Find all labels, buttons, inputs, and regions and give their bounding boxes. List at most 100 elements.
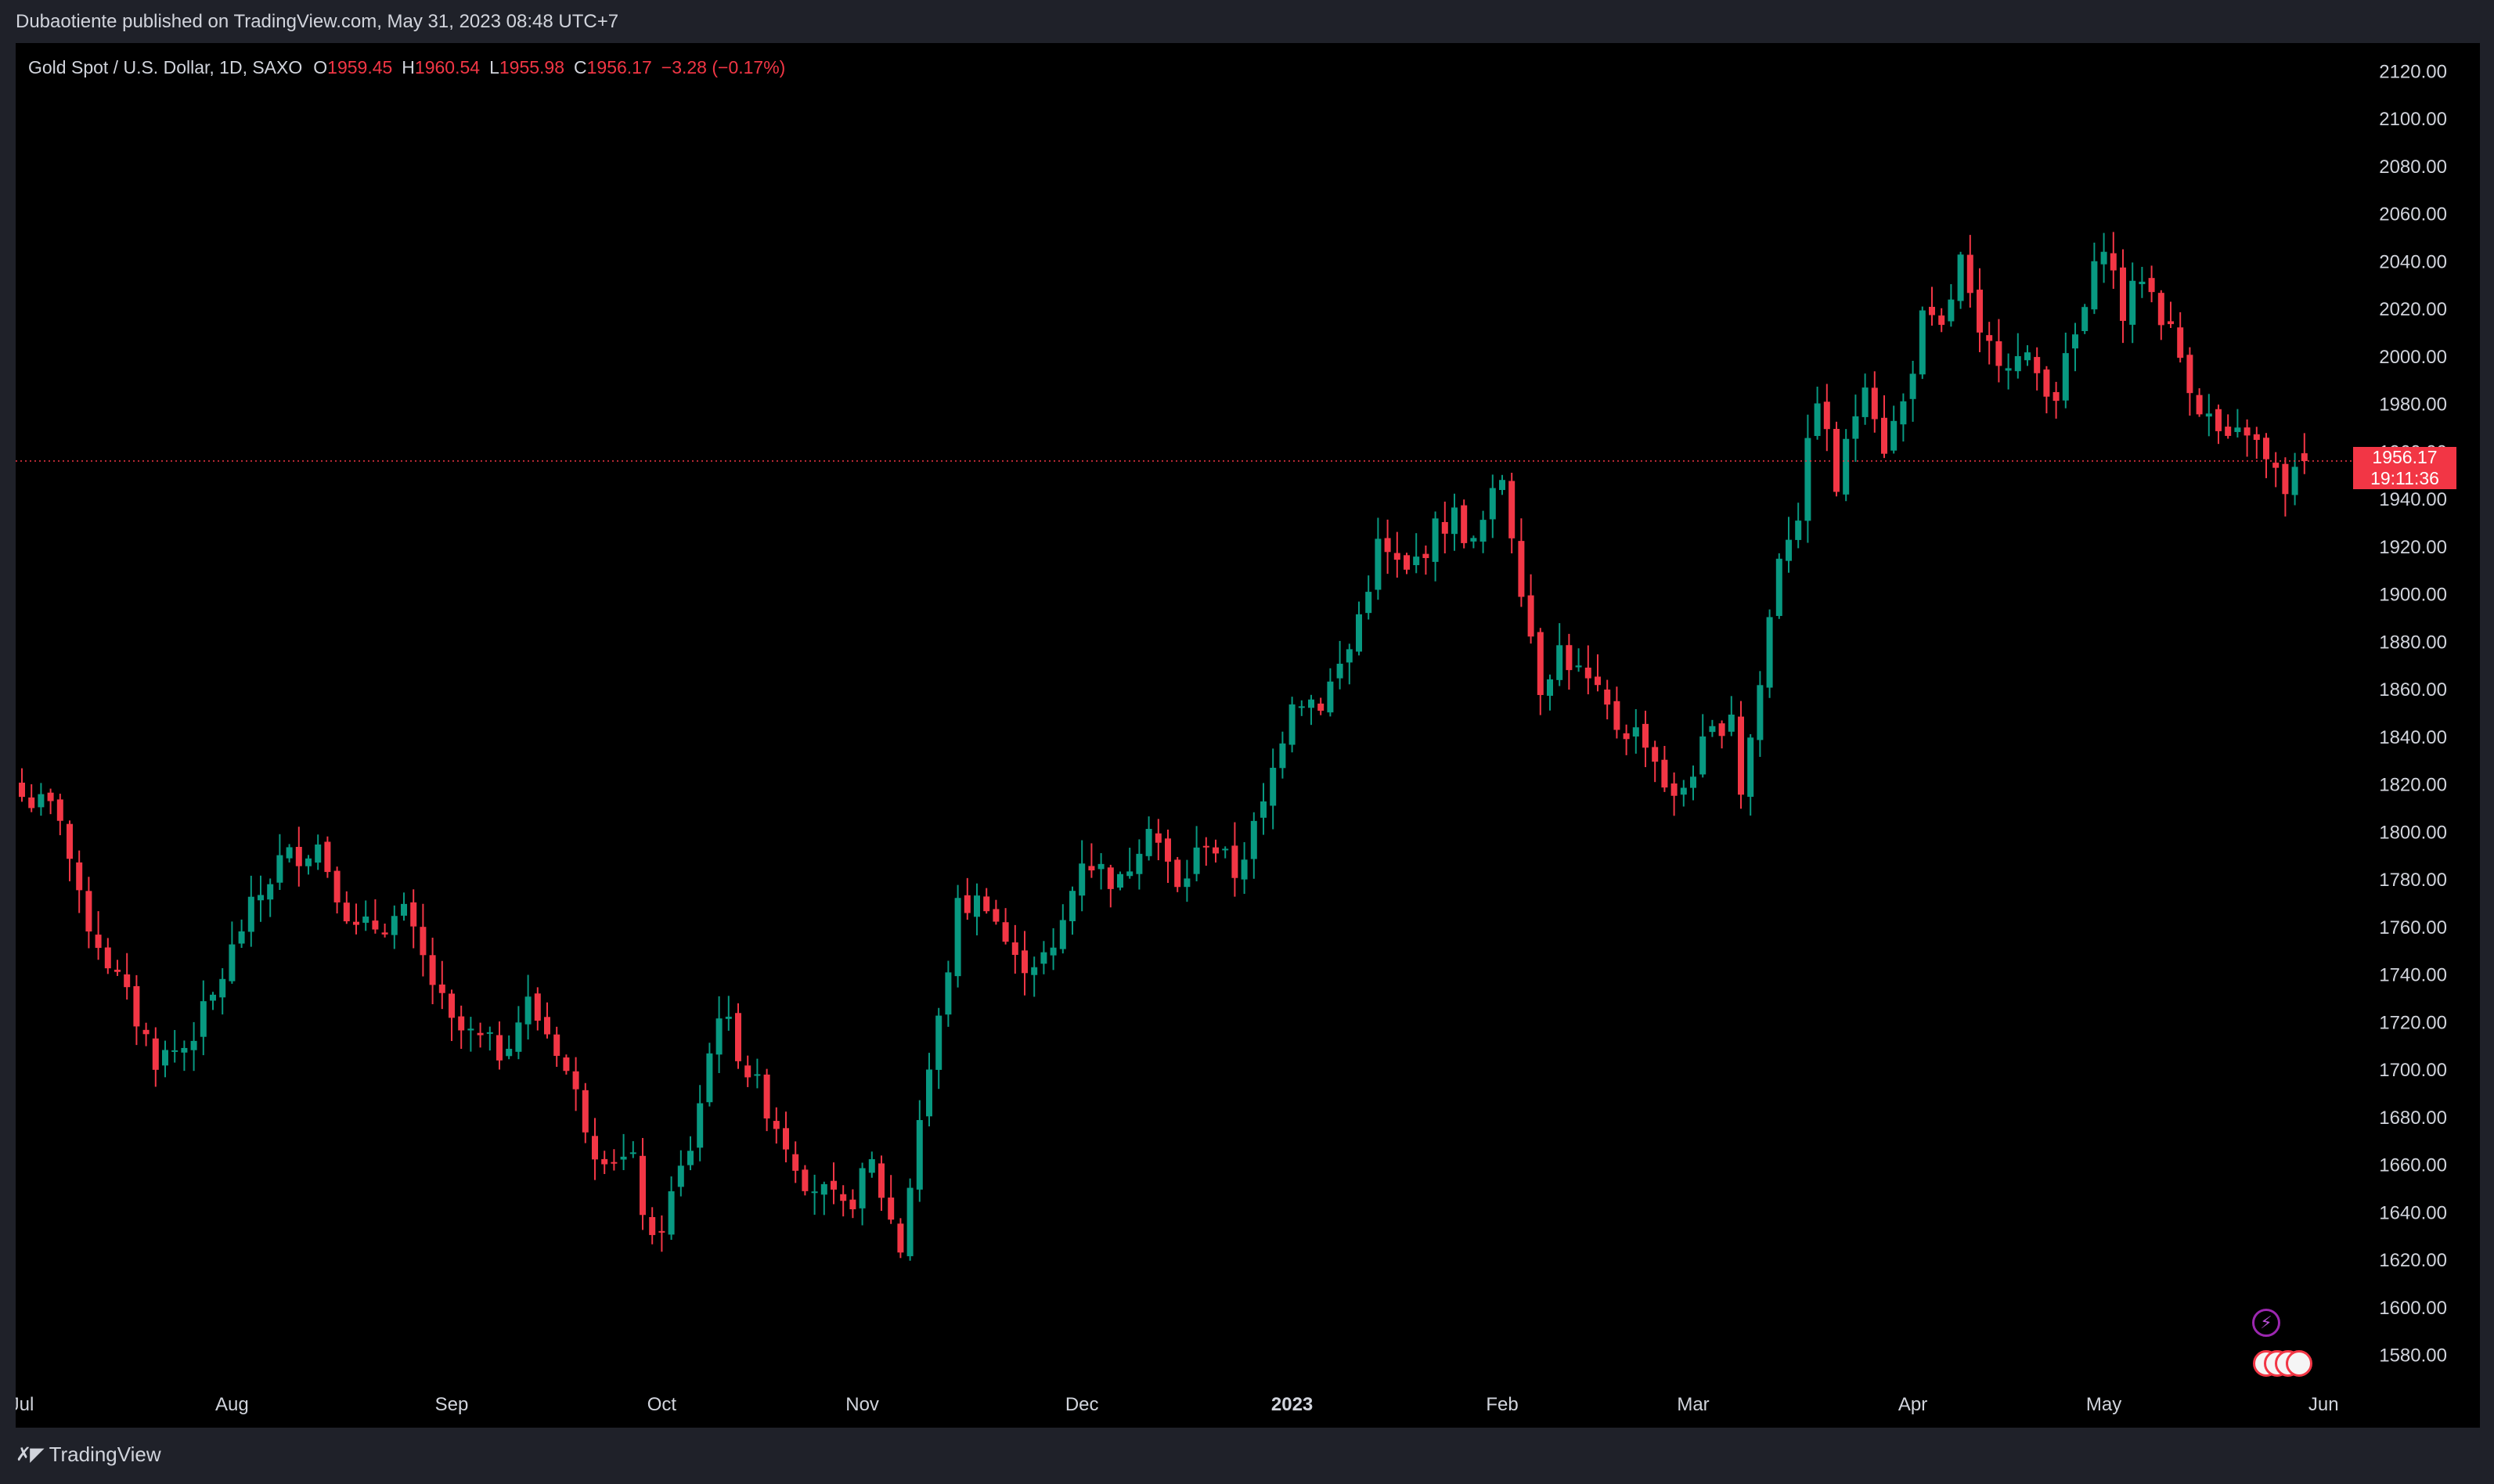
y-tick-label: 2120.00 xyxy=(2379,61,2447,82)
candle-body xyxy=(2157,293,2164,326)
candle-body xyxy=(1527,595,1534,637)
candle-body xyxy=(2024,352,2031,361)
candle-body xyxy=(534,993,541,1021)
candle-body xyxy=(1747,737,1754,798)
x-tick-label: Aug xyxy=(215,1394,249,1415)
low-value: 1955.98 xyxy=(499,57,564,77)
candle-body xyxy=(1804,438,1811,521)
candle-body xyxy=(2120,267,2126,321)
candle-body xyxy=(1508,481,1516,538)
candle-body xyxy=(438,984,445,993)
y-tick-label: 1940.00 xyxy=(2379,489,2447,510)
candle-body xyxy=(524,996,532,1025)
y-tick-label: 1920.00 xyxy=(2379,537,2447,558)
candle-body xyxy=(1775,558,1782,616)
candle-body xyxy=(124,974,131,988)
candle-body xyxy=(420,927,427,956)
candle-body xyxy=(1786,539,1792,561)
candle-body xyxy=(2282,463,2289,495)
candle-body xyxy=(1537,632,1544,695)
candle-body xyxy=(697,1103,704,1148)
candle-body xyxy=(1738,716,1744,795)
open-value: 1959.45 xyxy=(327,57,393,77)
candle-body xyxy=(1709,726,1716,733)
us-flag-icon[interactable] xyxy=(2286,1350,2312,1377)
x-tick-label: Oct xyxy=(647,1394,677,1415)
candle-body xyxy=(267,884,274,900)
candle-body xyxy=(1202,845,1209,848)
close-label: C xyxy=(574,57,587,77)
candle-body xyxy=(2100,251,2107,265)
candle-body xyxy=(1642,723,1649,748)
candle-body xyxy=(56,799,63,821)
candle-body xyxy=(868,1159,875,1173)
candle-body xyxy=(964,895,971,913)
candle-body xyxy=(687,1151,694,1165)
candle-body xyxy=(1260,801,1267,818)
candle-body xyxy=(391,916,398,935)
candle-body xyxy=(1718,723,1725,737)
candle-body xyxy=(820,1183,827,1195)
candle-body xyxy=(945,972,952,1015)
candle-body xyxy=(1413,556,1420,566)
candle-body xyxy=(2129,280,2136,325)
candle-body xyxy=(1575,665,1582,668)
candle-body xyxy=(640,1155,646,1216)
y-tick-label: 1860.00 xyxy=(2379,679,2447,701)
x-tick-label: Sep xyxy=(435,1394,469,1415)
brand-label[interactable]: TradingView xyxy=(49,1443,161,1466)
candlestick-chart[interactable]: 1580.00 1600.00 1620.00 1640.00 1660.00 1680.… xyxy=(16,43,2480,1428)
candle-body xyxy=(28,797,35,809)
y-tick-label: 1840.00 xyxy=(2379,727,2447,748)
candle-body xyxy=(247,896,254,932)
candle-body xyxy=(477,1032,484,1036)
candle-body xyxy=(1966,254,1973,294)
candle-body xyxy=(906,1187,914,1256)
candle-body xyxy=(1852,416,1859,439)
publication-header: Dubaotiente published on TradingView.com… xyxy=(16,11,619,32)
candle-body xyxy=(744,1065,751,1078)
candle-body xyxy=(1470,538,1477,542)
candle-body xyxy=(2034,357,2041,373)
candle-body xyxy=(458,1016,465,1031)
symbol-label: Gold Spot / U.S. Dollar, 1D, SAXO xyxy=(28,57,303,77)
candle-body xyxy=(1336,664,1343,679)
candle-body xyxy=(2225,427,2232,436)
y-tick-label: 2040.00 xyxy=(2379,251,2447,272)
candle-body xyxy=(1288,704,1296,745)
events-flags[interactable] xyxy=(2253,1350,2331,1378)
candle-body xyxy=(429,955,436,985)
candle-body xyxy=(706,1053,713,1103)
candle-body xyxy=(1145,829,1152,856)
candle-body xyxy=(677,1165,684,1187)
candle-body xyxy=(1422,553,1429,558)
candle-body xyxy=(1604,690,1611,705)
candle-body xyxy=(1040,952,1047,964)
candle-body xyxy=(1900,401,1907,425)
candle-body xyxy=(1479,520,1487,542)
x-tick-label: Feb xyxy=(1486,1394,1518,1415)
candle-body xyxy=(1222,848,1229,851)
candle-body xyxy=(506,1048,513,1057)
candle-body xyxy=(792,1154,799,1171)
candle-body xyxy=(381,932,388,935)
candle-body xyxy=(1451,507,1458,535)
tradingview-logo-icon[interactable]: ✗◤ xyxy=(16,1444,45,1465)
candle-body xyxy=(1957,254,1964,301)
candle-body xyxy=(1097,863,1105,870)
candle-body xyxy=(2043,369,2050,397)
candle-body xyxy=(181,1047,188,1053)
candle-body xyxy=(47,792,54,801)
lightning-icon[interactable]: ⚡ xyxy=(2252,1309,2280,1337)
candle-body xyxy=(1547,679,1553,696)
chart-panel[interactable]: 1580.00 1600.00 1620.00 1640.00 1660.00 1680.… xyxy=(16,43,2480,1428)
y-tick-label: 1760.00 xyxy=(2379,917,2447,938)
candle-body xyxy=(1556,645,1563,680)
candle-body xyxy=(2014,356,2021,372)
candle-body xyxy=(1365,592,1372,614)
candle-body xyxy=(1441,521,1448,534)
candle-body xyxy=(1404,555,1410,570)
candle-body xyxy=(1499,480,1505,491)
candle-body xyxy=(1843,438,1850,495)
candle-body xyxy=(2053,391,2060,402)
